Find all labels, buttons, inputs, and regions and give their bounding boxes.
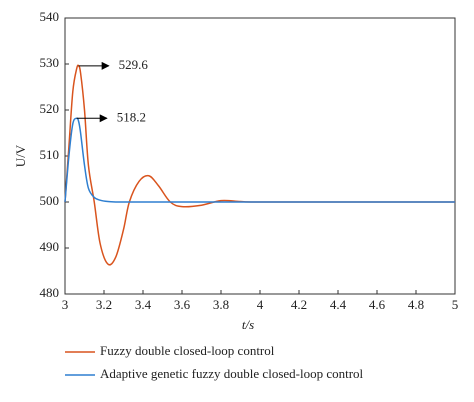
x-tick-label: 3.8	[213, 297, 229, 312]
y-tick-label: 520	[40, 101, 60, 116]
y-tick-label: 490	[40, 239, 60, 254]
legend-label: Adaptive genetic fuzzy double closed-loo…	[100, 366, 364, 381]
annotation: 529.6	[119, 57, 149, 72]
x-tick-label: 4	[257, 297, 264, 312]
y-tick-label: 530	[40, 55, 60, 70]
legend-label: Fuzzy double closed-loop control	[100, 343, 275, 358]
x-axis-label: t/s	[242, 317, 254, 332]
x-tick-label: 3.2	[96, 297, 112, 312]
y-tick-label: 510	[40, 147, 60, 162]
x-tick-label: 5	[452, 297, 459, 312]
x-tick-label: 4.6	[369, 297, 386, 312]
y-tick-label: 480	[40, 285, 60, 300]
annotation: 518.2	[117, 109, 146, 124]
y-tick-label: 540	[40, 9, 60, 24]
x-tick-label: 3.4	[135, 297, 152, 312]
x-tick-label: 3.6	[174, 297, 191, 312]
y-axis-label: U/V	[13, 144, 28, 167]
x-tick-label: 4.8	[408, 297, 424, 312]
x-tick-label: 3	[62, 297, 69, 312]
x-tick-label: 4.2	[291, 297, 307, 312]
series-line	[64, 64, 455, 266]
series-line	[64, 117, 455, 203]
y-tick-label: 500	[40, 193, 60, 208]
x-tick-label: 4.4	[330, 297, 347, 312]
